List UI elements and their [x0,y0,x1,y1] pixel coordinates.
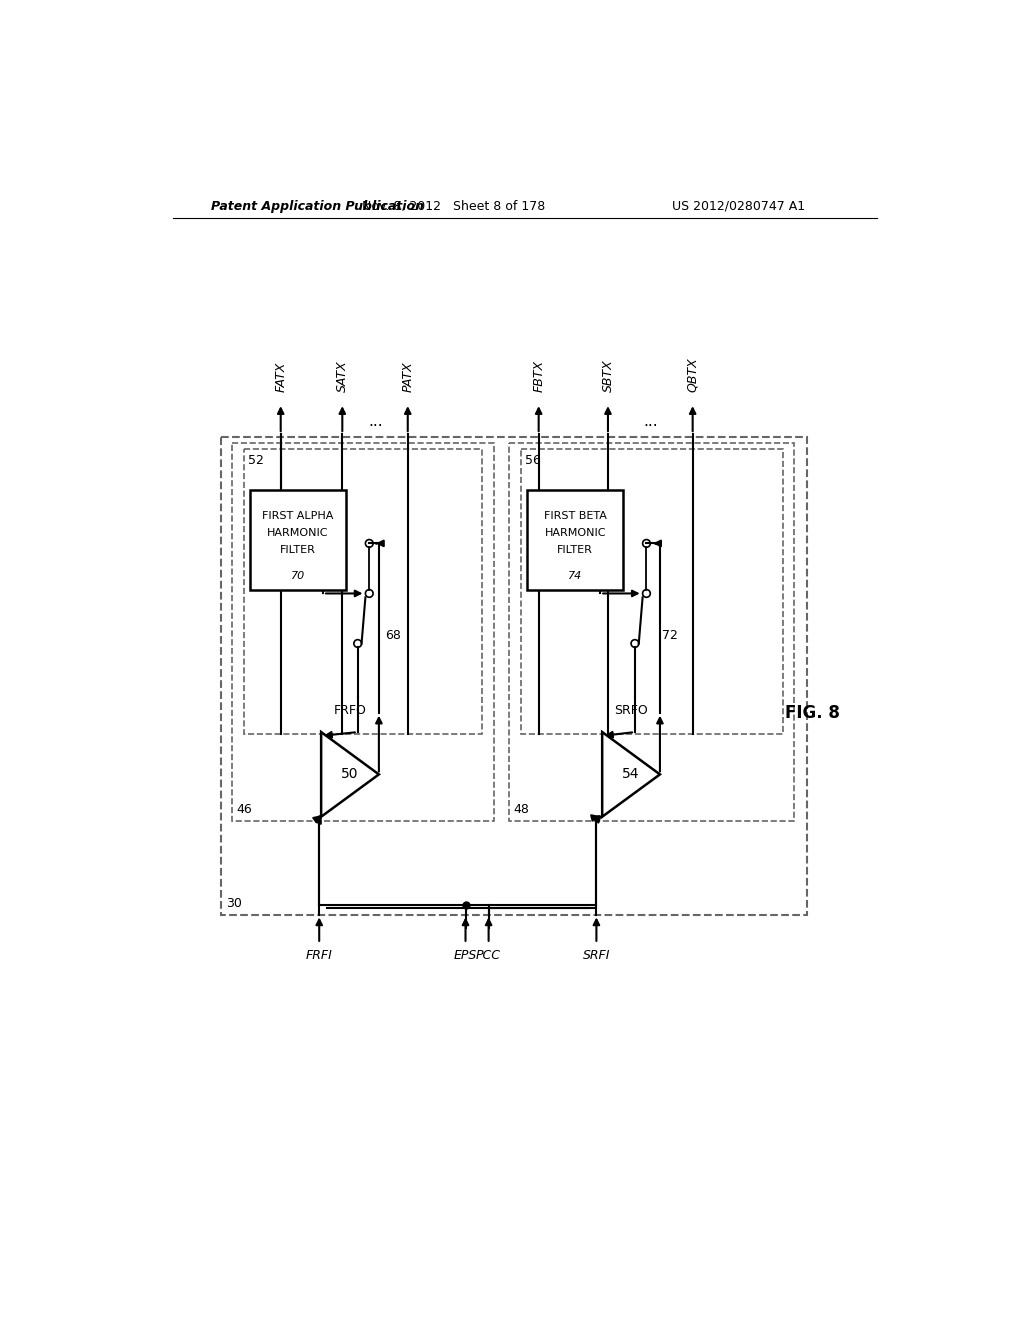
Bar [221,437,807,915]
Polygon shape [322,733,379,817]
Text: Nov. 8, 2012   Sheet 8 of 178: Nov. 8, 2012 Sheet 8 of 178 [362,199,546,213]
Text: 68: 68 [385,630,400,643]
Text: SATX: SATX [336,360,349,392]
Text: ...: ... [368,414,383,429]
Text: FBTX: FBTX [532,359,545,392]
Text: FRFI: FRFI [306,949,333,962]
Text: HARMONIC: HARMONIC [545,528,606,539]
Text: Patent Application Publication: Patent Application Publication [211,199,424,213]
Text: SRFI: SRFI [583,949,610,962]
Text: FRFO: FRFO [334,704,367,717]
Text: EPS: EPS [454,949,477,962]
Bar [232,444,494,821]
Text: 70: 70 [291,570,305,581]
Text: SBTX: SBTX [601,359,614,392]
Text: 72: 72 [662,630,678,643]
Text: FILTER: FILTER [557,545,593,556]
Text: US 2012/0280747 A1: US 2012/0280747 A1 [673,199,806,213]
Text: FATX: FATX [274,362,287,392]
Text: 46: 46 [237,804,252,816]
Polygon shape [602,733,659,817]
Text: FIRST ALPHA: FIRST ALPHA [262,511,334,521]
Bar [521,449,782,734]
Text: 50: 50 [341,767,358,781]
Text: 52: 52 [248,454,264,467]
Bar [509,444,795,821]
Text: 54: 54 [623,767,640,781]
Text: FIRST BETA: FIRST BETA [544,511,606,521]
Bar [250,490,346,590]
Text: PCC: PCC [476,949,501,962]
Text: QBTX: QBTX [686,356,699,392]
Text: 56: 56 [525,454,542,467]
Text: FILTER: FILTER [281,545,316,556]
Bar [244,449,482,734]
Bar [527,490,624,590]
Text: FIG. 8: FIG. 8 [784,704,840,722]
Text: HARMONIC: HARMONIC [267,528,329,539]
Text: 74: 74 [568,570,583,581]
Text: PATX: PATX [401,360,415,392]
Text: ...: ... [643,414,657,429]
Text: 30: 30 [226,898,242,911]
Text: SRFO: SRFO [614,704,648,717]
Text: 48: 48 [514,804,529,816]
